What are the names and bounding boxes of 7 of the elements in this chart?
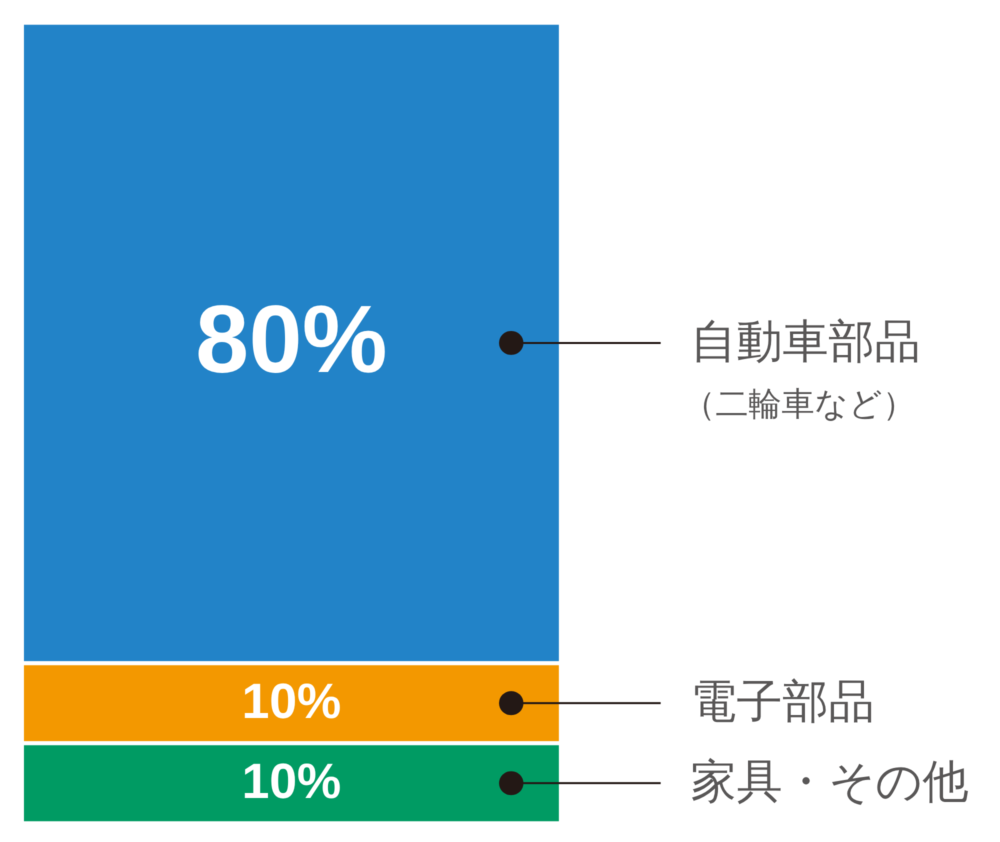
text: 電子部品 xyxy=(690,674,875,728)
text: 家具・その他 xyxy=(690,754,969,808)
text: （二輪車など） xyxy=(682,384,916,423)
data-label: 80% xyxy=(196,286,388,393)
data-label: 10% xyxy=(242,753,342,810)
text: 自動車部品 xyxy=(690,314,921,368)
data-label: 10% xyxy=(242,673,342,730)
